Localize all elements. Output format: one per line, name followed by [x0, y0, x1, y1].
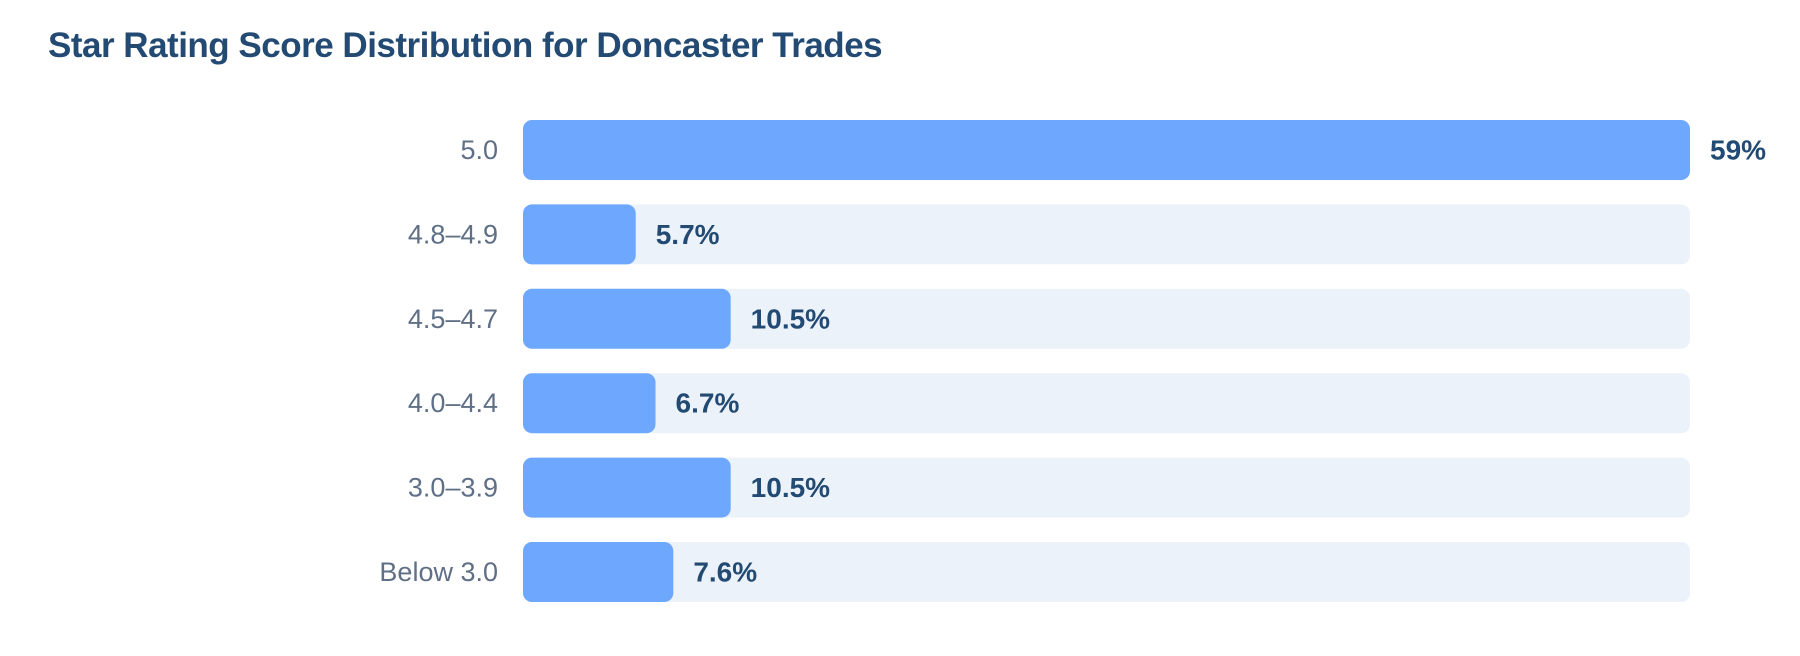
bar-row: 4.0–4.4 6.7%: [408, 373, 1690, 434]
value-label: 10.5%: [751, 472, 830, 503]
bar-row: 5.0 59%: [460, 120, 1766, 180]
category-label: 4.8–4.9: [408, 219, 498, 249]
value-label: 10.5%: [751, 303, 830, 334]
bar-track: [523, 204, 1690, 265]
bar: [523, 288, 731, 349]
bar-track: [523, 373, 1690, 434]
bar: [523, 204, 636, 265]
bar: [523, 542, 674, 602]
bar-row: 3.0–3.9 10.5%: [408, 457, 1690, 518]
value-label: 5.7%: [656, 219, 720, 250]
category-label: 3.0–3.9: [408, 473, 498, 503]
bar-row: Below 3.0 7.6%: [379, 542, 1690, 602]
bar-track: [523, 457, 1690, 518]
bar-row: 4.8–4.9 5.7%: [408, 204, 1690, 265]
category-label: 4.5–4.7: [408, 304, 498, 334]
chart-title: Star Rating Score Distribution for Donca…: [48, 26, 883, 65]
category-label: 4.0–4.4: [408, 388, 498, 418]
value-label: 7.6%: [693, 557, 757, 588]
category-label: 5.0: [460, 135, 498, 165]
bar: [523, 457, 731, 518]
value-label: 59%: [1710, 135, 1766, 166]
category-label: Below 3.0: [379, 557, 498, 587]
bar-track: [523, 288, 1690, 349]
bar: [523, 373, 656, 434]
bar-track: [523, 542, 1690, 602]
value-label: 6.7%: [676, 388, 740, 419]
bar-row: 4.5–4.7 10.5%: [408, 288, 1690, 349]
bar: [523, 120, 1690, 180]
